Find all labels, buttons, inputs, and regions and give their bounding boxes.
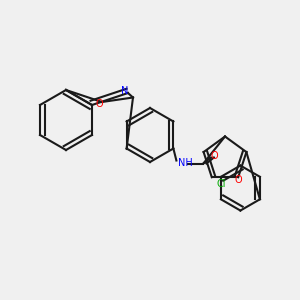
Text: N: N	[121, 86, 129, 97]
Text: O: O	[210, 151, 218, 161]
Text: Cl: Cl	[216, 179, 226, 189]
Text: O: O	[234, 175, 242, 185]
Text: O: O	[95, 98, 103, 109]
Text: NH: NH	[178, 158, 193, 169]
